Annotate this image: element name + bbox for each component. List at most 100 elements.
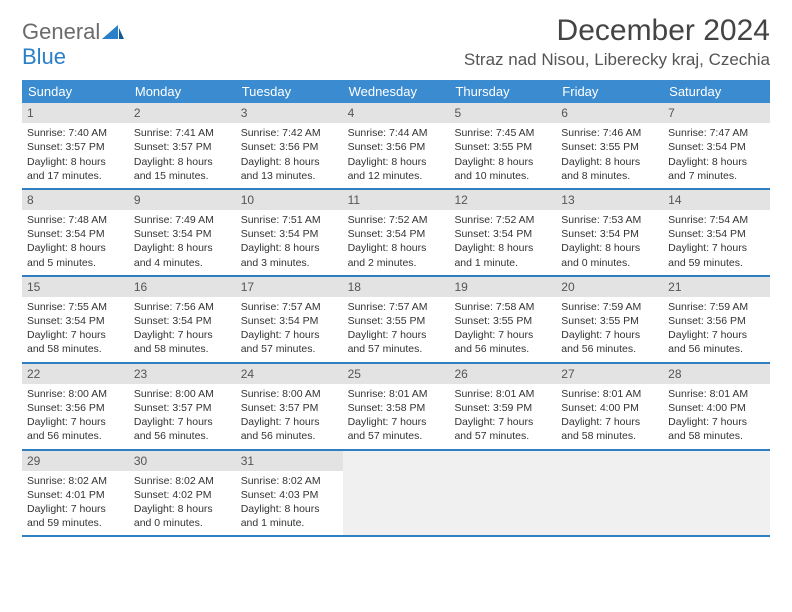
daylight-text: Daylight: 8 hours <box>348 155 445 169</box>
day-cell: 19Sunrise: 7:58 AMSunset: 3:55 PMDayligh… <box>449 277 556 362</box>
day-cell: 7Sunrise: 7:47 AMSunset: 3:54 PMDaylight… <box>663 103 770 188</box>
day-body: Sunrise: 7:59 AMSunset: 3:55 PMDaylight:… <box>556 297 663 362</box>
day-cell: 17Sunrise: 7:57 AMSunset: 3:54 PMDayligh… <box>236 277 343 362</box>
day-cell: 1Sunrise: 7:40 AMSunset: 3:57 PMDaylight… <box>22 103 129 188</box>
day-number: 26 <box>449 364 556 384</box>
day-cell: 18Sunrise: 7:57 AMSunset: 3:55 PMDayligh… <box>343 277 450 362</box>
month-title: December 2024 <box>464 14 770 48</box>
day-number: 24 <box>236 364 343 384</box>
daylight-text-2: and 57 minutes. <box>241 342 338 356</box>
sunset-text: Sunset: 4:03 PM <box>241 488 338 502</box>
daylight-text: Daylight: 8 hours <box>561 241 658 255</box>
day-number: 21 <box>663 277 770 297</box>
daylight-text-2: and 57 minutes. <box>454 429 551 443</box>
day-cell: 31Sunrise: 8:02 AMSunset: 4:03 PMDayligh… <box>236 451 343 536</box>
sunrise-text: Sunrise: 8:01 AM <box>561 387 658 401</box>
daylight-text-2: and 58 minutes. <box>561 429 658 443</box>
sunset-text: Sunset: 3:57 PM <box>134 401 231 415</box>
sunrise-text: Sunrise: 7:56 AM <box>134 300 231 314</box>
day-header: Friday <box>556 80 663 103</box>
day-number: 12 <box>449 190 556 210</box>
day-body: Sunrise: 7:49 AMSunset: 3:54 PMDaylight:… <box>129 210 236 275</box>
daylight-text: Daylight: 8 hours <box>27 241 124 255</box>
sunrise-text: Sunrise: 8:00 AM <box>27 387 124 401</box>
daylight-text: Daylight: 7 hours <box>668 415 765 429</box>
daylight-text: Daylight: 8 hours <box>454 155 551 169</box>
day-body: Sunrise: 7:45 AMSunset: 3:55 PMDaylight:… <box>449 123 556 188</box>
daylight-text-2: and 0 minutes. <box>561 256 658 270</box>
sunrise-text: Sunrise: 7:53 AM <box>561 213 658 227</box>
day-body: Sunrise: 7:57 AMSunset: 3:55 PMDaylight:… <box>343 297 450 362</box>
daylight-text-2: and 8 minutes. <box>561 169 658 183</box>
day-body: Sunrise: 7:57 AMSunset: 3:54 PMDaylight:… <box>236 297 343 362</box>
day-number: 13 <box>556 190 663 210</box>
sunrise-text: Sunrise: 7:51 AM <box>241 213 338 227</box>
day-cell: 8Sunrise: 7:48 AMSunset: 3:54 PMDaylight… <box>22 190 129 275</box>
week-row: 8Sunrise: 7:48 AMSunset: 3:54 PMDaylight… <box>22 190 770 277</box>
daylight-text-2: and 13 minutes. <box>241 169 338 183</box>
day-cell: 27Sunrise: 8:01 AMSunset: 4:00 PMDayligh… <box>556 364 663 449</box>
calendar: SundayMondayTuesdayWednesdayThursdayFrid… <box>22 80 770 537</box>
sunrise-text: Sunrise: 7:47 AM <box>668 126 765 140</box>
title-block: December 2024 Straz nad Nisou, Liberecky… <box>464 14 770 70</box>
daylight-text: Daylight: 8 hours <box>241 155 338 169</box>
daylight-text-2: and 1 minute. <box>454 256 551 270</box>
day-number: 31 <box>236 451 343 471</box>
day-body: Sunrise: 8:00 AMSunset: 3:57 PMDaylight:… <box>129 384 236 449</box>
day-header: Saturday <box>663 80 770 103</box>
sunset-text: Sunset: 3:54 PM <box>134 227 231 241</box>
sunrise-text: Sunrise: 7:46 AM <box>561 126 658 140</box>
day-body: Sunrise: 7:41 AMSunset: 3:57 PMDaylight:… <box>129 123 236 188</box>
sunset-text: Sunset: 3:56 PM <box>348 140 445 154</box>
day-number: 22 <box>22 364 129 384</box>
day-cell: 11Sunrise: 7:52 AMSunset: 3:54 PMDayligh… <box>343 190 450 275</box>
day-cell: 10Sunrise: 7:51 AMSunset: 3:54 PMDayligh… <box>236 190 343 275</box>
day-number: 5 <box>449 103 556 123</box>
daylight-text-2: and 56 minutes. <box>454 342 551 356</box>
day-body: Sunrise: 8:01 AMSunset: 4:00 PMDaylight:… <box>663 384 770 449</box>
sunrise-text: Sunrise: 8:01 AM <box>454 387 551 401</box>
sunrise-text: Sunrise: 8:02 AM <box>241 474 338 488</box>
sunset-text: Sunset: 3:54 PM <box>241 227 338 241</box>
day-cell: 9Sunrise: 7:49 AMSunset: 3:54 PMDaylight… <box>129 190 236 275</box>
logo-line-2: Blue <box>22 44 66 69</box>
day-body: Sunrise: 8:02 AMSunset: 4:03 PMDaylight:… <box>236 471 343 536</box>
sunrise-text: Sunrise: 8:00 AM <box>134 387 231 401</box>
day-body: Sunrise: 7:55 AMSunset: 3:54 PMDaylight:… <box>22 297 129 362</box>
sunrise-text: Sunrise: 7:42 AM <box>241 126 338 140</box>
daylight-text: Daylight: 7 hours <box>348 415 445 429</box>
day-cell: 21Sunrise: 7:59 AMSunset: 3:56 PMDayligh… <box>663 277 770 362</box>
week-row: 1Sunrise: 7:40 AMSunset: 3:57 PMDaylight… <box>22 103 770 190</box>
week-row: 22Sunrise: 8:00 AMSunset: 3:56 PMDayligh… <box>22 364 770 451</box>
sunrise-text: Sunrise: 7:44 AM <box>348 126 445 140</box>
day-body: Sunrise: 7:53 AMSunset: 3:54 PMDaylight:… <box>556 210 663 275</box>
day-number: 23 <box>129 364 236 384</box>
daylight-text: Daylight: 8 hours <box>134 155 231 169</box>
day-cell: 29Sunrise: 8:02 AMSunset: 4:01 PMDayligh… <box>22 451 129 536</box>
daylight-text: Daylight: 8 hours <box>561 155 658 169</box>
day-header: Tuesday <box>236 80 343 103</box>
day-cell: 4Sunrise: 7:44 AMSunset: 3:56 PMDaylight… <box>343 103 450 188</box>
day-number: 18 <box>343 277 450 297</box>
sunrise-text: Sunrise: 7:59 AM <box>668 300 765 314</box>
daylight-text: Daylight: 7 hours <box>134 328 231 342</box>
sunrise-text: Sunrise: 7:48 AM <box>27 213 124 227</box>
day-number: 2 <box>129 103 236 123</box>
logo-line-1: General <box>22 19 100 44</box>
daylight-text: Daylight: 8 hours <box>241 502 338 516</box>
daylight-text-2: and 2 minutes. <box>348 256 445 270</box>
day-body: Sunrise: 7:59 AMSunset: 3:56 PMDaylight:… <box>663 297 770 362</box>
sunrise-text: Sunrise: 7:57 AM <box>241 300 338 314</box>
day-body: Sunrise: 7:42 AMSunset: 3:56 PMDaylight:… <box>236 123 343 188</box>
sunrise-text: Sunrise: 7:55 AM <box>27 300 124 314</box>
daylight-text: Daylight: 8 hours <box>27 155 124 169</box>
sunset-text: Sunset: 4:00 PM <box>561 401 658 415</box>
daylight-text-2: and 57 minutes. <box>348 429 445 443</box>
daylight-text-2: and 1 minute. <box>241 516 338 530</box>
day-number: 11 <box>343 190 450 210</box>
sunset-text: Sunset: 3:57 PM <box>27 140 124 154</box>
sunrise-text: Sunrise: 7:41 AM <box>134 126 231 140</box>
daylight-text-2: and 3 minutes. <box>241 256 338 270</box>
daylight-text: Daylight: 7 hours <box>27 502 124 516</box>
sunset-text: Sunset: 3:54 PM <box>561 227 658 241</box>
